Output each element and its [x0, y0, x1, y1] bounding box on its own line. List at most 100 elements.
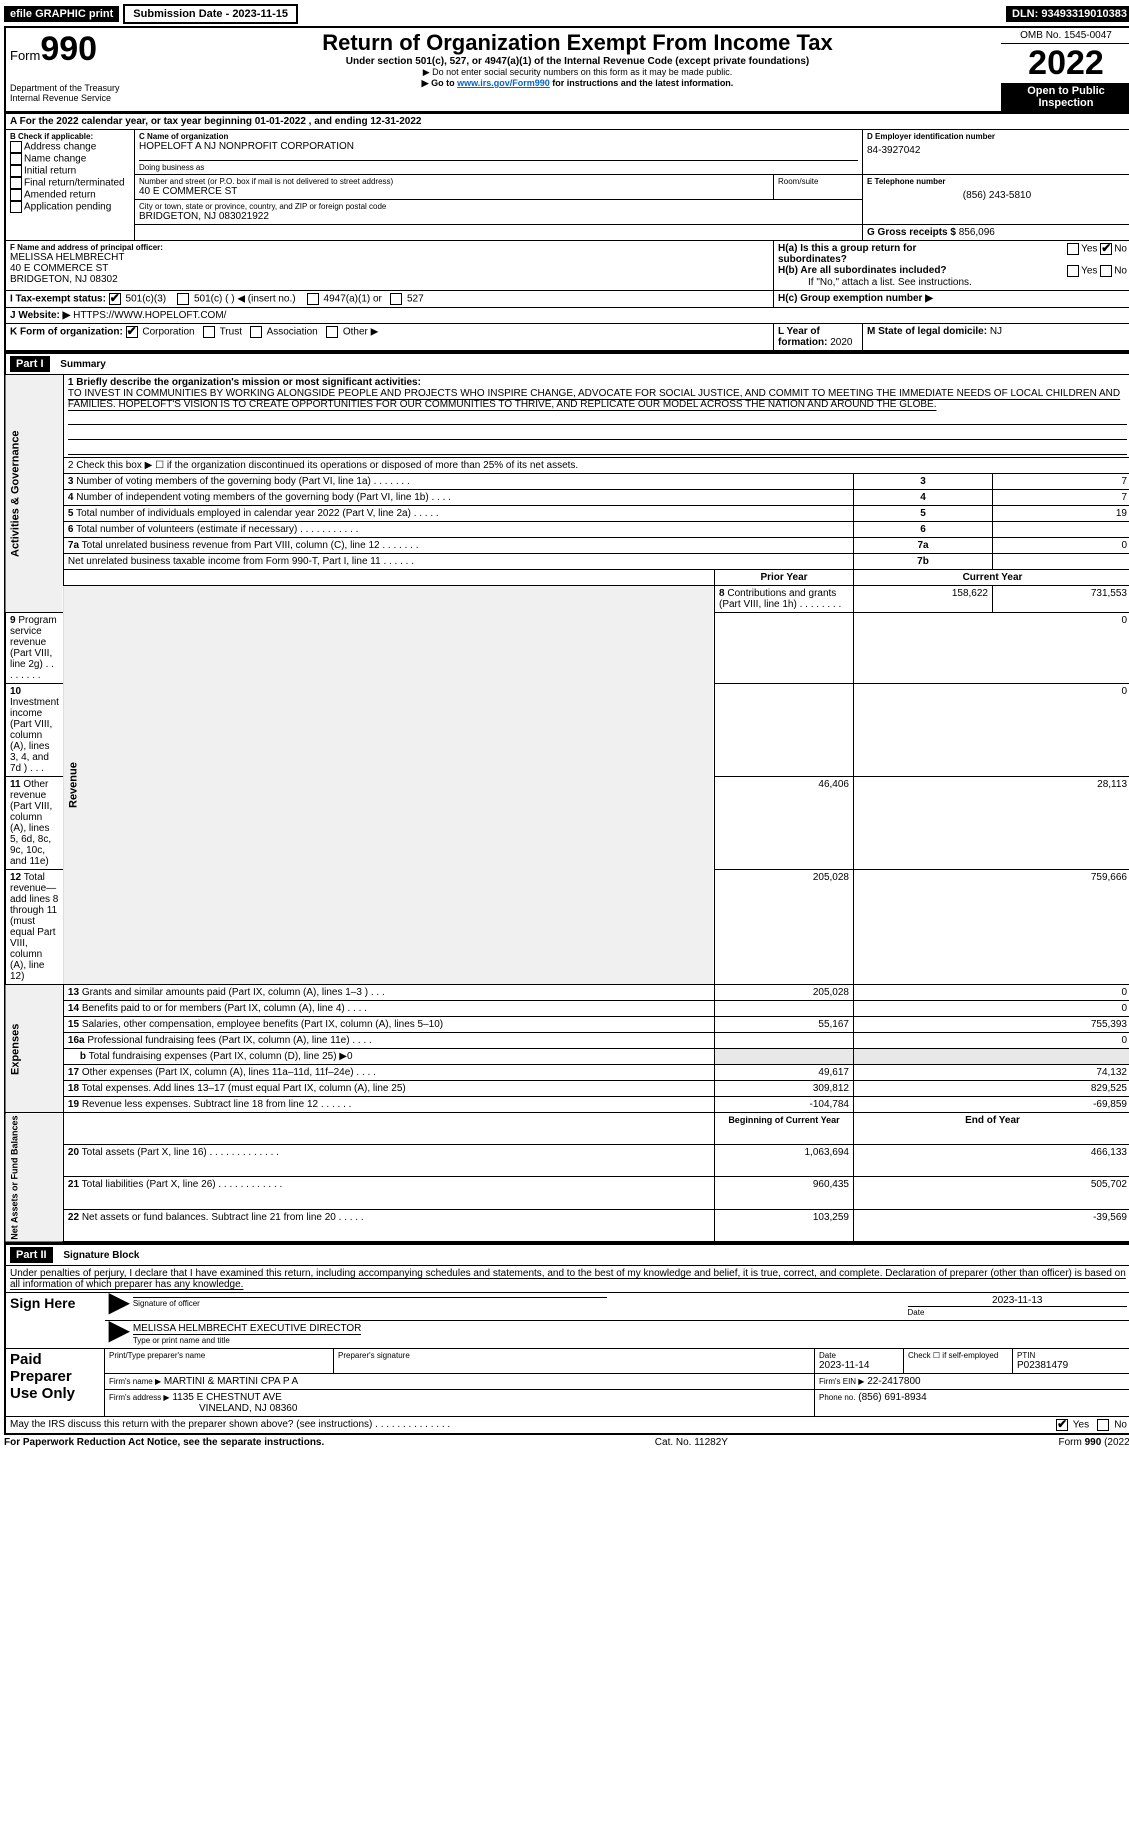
blank-line	[68, 410, 1127, 425]
footer: For Paperwork Reduction Act Notice, see …	[4, 1437, 1129, 1448]
paid-preparer-label: Paid Preparer Use Only	[10, 1351, 100, 1402]
gov-line-val	[993, 554, 1129, 570]
chk-501c[interactable]	[177, 293, 189, 305]
chk-other[interactable]	[326, 326, 338, 338]
opt-501c3: 501(c)(3)	[126, 294, 167, 305]
chk-4947[interactable]	[307, 293, 319, 305]
net-line-label: 22 Net assets or fund balances. Subtract…	[63, 1209, 714, 1242]
exp-prior: 49,617	[715, 1065, 854, 1081]
gov-line-label: 3 Number of voting members of the govern…	[63, 474, 853, 490]
chk-501c3[interactable]	[109, 293, 121, 305]
firm-addr2: VINELAND, NJ 08360	[109, 1403, 810, 1414]
chk-527[interactable]	[390, 293, 402, 305]
chk-assoc[interactable]	[250, 326, 262, 338]
rev-line-label: 11 Other revenue (Part VIII, column (A),…	[5, 777, 63, 870]
net-line-label: 21 Total liabilities (Part X, line 26) .…	[63, 1177, 714, 1209]
sig-date: 2023-11-13	[908, 1295, 1128, 1306]
chk-discuss-no[interactable]	[1097, 1419, 1109, 1431]
yes-label: Yes	[1081, 266, 1097, 277]
gov-line-box: 5	[854, 506, 993, 522]
exp-current: -69,859	[854, 1097, 1129, 1113]
exp-shaded	[854, 1049, 1129, 1065]
no-label: No	[1114, 1420, 1127, 1431]
exp-current: 755,393	[854, 1017, 1129, 1033]
opt-corp: Corporation	[142, 327, 194, 338]
exp-current: 829,525	[854, 1081, 1129, 1097]
sign-here-label: Sign Here	[10, 1295, 101, 1311]
gov-line-label: 7a Total unrelated business revenue from…	[63, 538, 853, 554]
form-header-table: Form990 Department of the Treasury Inter…	[4, 26, 1129, 113]
box-i-label: I Tax-exempt status:	[10, 294, 106, 305]
chk-trust[interactable]	[203, 326, 215, 338]
exp-line-label: 13 Grants and similar amounts paid (Part…	[63, 985, 714, 1001]
firm-name: MARTINI & MARTINI CPA P A	[164, 1376, 298, 1387]
part-i-header: Part I	[10, 356, 50, 372]
chk-initial-return[interactable]: Initial return	[10, 165, 130, 177]
exp-line-label: 19 Revenue less expenses. Subtract line …	[63, 1097, 714, 1113]
officer-street: 40 E COMMERCE ST	[10, 263, 769, 274]
vlabel-governance: Activities & Governance	[5, 375, 63, 613]
officer-name-label: Type or print name and title	[133, 1336, 230, 1345]
chk-amended[interactable]: Amended return	[10, 189, 130, 201]
discuss-question: May the IRS discuss this return with the…	[10, 1419, 450, 1430]
gov-line-label: 5 Total number of individuals employed i…	[63, 506, 853, 522]
officer-name: MELISSA HELMBRECHT	[10, 252, 769, 263]
vlabel-expenses: Expenses	[5, 985, 63, 1113]
firm-addr1: 1135 E CHESTNUT AVE	[172, 1392, 282, 1403]
chk-name-change[interactable]: Name change	[10, 153, 130, 165]
chk-label: Application pending	[24, 202, 111, 213]
exp-prior: 55,167	[715, 1017, 854, 1033]
gross-receipts: 856,096	[959, 227, 995, 238]
rev-current: 28,113	[854, 777, 1129, 870]
prep-date-label: Date	[819, 1351, 899, 1360]
part-ii-header: Part II	[10, 1247, 53, 1263]
gov-line-val: 19	[993, 506, 1129, 522]
rev-current: 759,666	[854, 870, 1129, 985]
top-bar: efile GRAPHIC print Submission Date - 20…	[4, 4, 1129, 24]
col-begin: Beginning of Current Year	[715, 1113, 854, 1145]
line2: 2 Check this box ▶ ☐ if the organization…	[63, 458, 1129, 474]
chk-label: Amended return	[24, 190, 96, 201]
exp-prior: -104,784	[715, 1097, 854, 1113]
opt-4947: 4947(a)(1) or	[324, 294, 382, 305]
chk-discuss-yes[interactable]	[1056, 1419, 1068, 1431]
blank-line	[68, 425, 1127, 440]
ha-answer: Yes No	[1067, 243, 1127, 265]
chk-final-return[interactable]: Final return/terminated	[10, 177, 130, 189]
exp-line-label: 14 Benefits paid to or for members (Part…	[63, 1001, 714, 1017]
box-c-label: C Name of organization	[139, 132, 858, 141]
chk-application-pending[interactable]: Application pending	[10, 201, 130, 213]
telephone: (856) 243-5810	[867, 190, 1127, 201]
rev-current: 0	[854, 684, 1129, 777]
cat-no: Cat. No. 11282Y	[655, 1437, 728, 1448]
chk-label: Name change	[24, 154, 86, 165]
firm-ein-label: Firm's EIN ▶	[819, 1377, 864, 1386]
chk-corp[interactable]	[126, 326, 138, 338]
rev-prior	[715, 684, 854, 777]
exp-shaded	[715, 1049, 854, 1065]
mission-text: TO INVEST IN COMMUNITIES BY WORKING ALON…	[68, 388, 1127, 410]
ein: 84-3927042	[867, 145, 1127, 156]
hb-label: H(b) Are all subordinates included?	[778, 265, 947, 277]
irs-link[interactable]: www.irs.gov/Form990	[457, 78, 550, 88]
entity-info-table: A For the 2022 calendar year, or tax yea…	[4, 113, 1129, 352]
dln: DLN: 93493319010383	[1006, 6, 1129, 22]
rev-current: 731,553	[993, 586, 1129, 613]
perjury-statement: Under penalties of perjury, I declare th…	[5, 1266, 1129, 1293]
opt-other: Other ▶	[343, 327, 378, 338]
chk-address-change[interactable]: Address change	[10, 141, 130, 153]
sig-officer-label: Signature of officer	[133, 1299, 200, 1308]
chk-label: Final return/terminated	[24, 178, 125, 189]
vlabel-revenue: Revenue	[63, 586, 714, 985]
website[interactable]: HTTPS://WWW.HOPELOFT.COM/	[73, 310, 226, 321]
blank-line	[68, 440, 1127, 455]
open-public: Open to Public Inspection	[1001, 83, 1129, 111]
rev-line-label: 12 Total revenue—add lines 8 through 11 …	[5, 870, 63, 985]
gov-line-label: 6 Total number of volunteers (estimate i…	[63, 522, 853, 538]
box-g-label: G Gross receipts $	[867, 227, 956, 238]
form-title: Return of Organization Exempt From Incom…	[158, 30, 997, 56]
prep-sig-label: Preparer's signature	[338, 1351, 810, 1360]
rev-line-label: 10 Investment income (Part VIII, column …	[5, 684, 63, 777]
exp-prior: 309,812	[715, 1081, 854, 1097]
exp-line-label: b Total fundraising expenses (Part IX, c…	[63, 1049, 714, 1065]
